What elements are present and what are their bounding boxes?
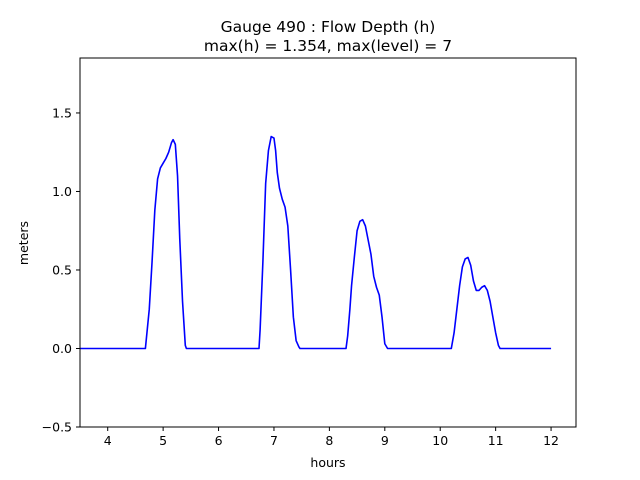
x-tick-label: 4	[104, 433, 112, 448]
series-line-flow-depth	[80, 135, 552, 350]
x-tick-label: 7	[270, 433, 278, 448]
x-tick-label: 9	[381, 433, 389, 448]
chart-subtitle: max(h) = 1.354, max(level) = 7	[204, 37, 452, 55]
y-tick-label: 0.5	[52, 262, 72, 277]
chart-title: Gauge 490 : Flow Depth (h)	[221, 18, 436, 36]
y-tick-label: 1.5	[52, 105, 72, 120]
x-tick-label: 5	[159, 433, 167, 448]
x-tick-label: 6	[215, 433, 223, 448]
x-tick-label: 12	[543, 433, 559, 448]
y-tick-label: 0.0	[52, 341, 72, 356]
plot-area	[79, 57, 577, 428]
y-tick-label: 1.0	[52, 184, 72, 199]
y-axis: −0.5 0.0 0.5 1.0 1.5	[42, 105, 80, 435]
x-axis-label: hours	[310, 455, 345, 470]
x-tick-label: 10	[432, 433, 448, 448]
x-axis: 4 5 6 7 8 9 10 11 12	[104, 427, 559, 448]
x-tick-label: 8	[325, 433, 333, 448]
series-layer	[80, 135, 552, 350]
axes-frame	[79, 57, 577, 428]
y-tick-label: −0.5	[42, 420, 72, 435]
y-axis-label: meters	[16, 221, 31, 265]
x-tick-label: 11	[488, 433, 504, 448]
